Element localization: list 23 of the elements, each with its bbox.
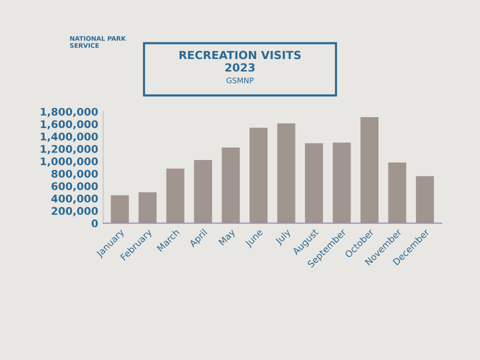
- bar: [110, 195, 129, 224]
- bar: [277, 123, 296, 224]
- y-tick-label: 1,800,000: [40, 108, 98, 118]
- bar: [360, 117, 378, 224]
- bar: [332, 142, 351, 224]
- y-tick-label: 400,000: [51, 194, 98, 204]
- bar: [194, 160, 212, 224]
- y-tick-label: 800,000: [52, 170, 98, 180]
- chart-title: RECREATION VISITS 2023: [180, 50, 301, 72]
- bar: [304, 143, 324, 224]
- bar: [222, 148, 240, 224]
- bar: [250, 128, 268, 224]
- bar: [416, 176, 434, 224]
- bar: [166, 168, 184, 224]
- y-tick-label: 1,400,000: [40, 132, 98, 142]
- y-tick-label: 1,200,000: [40, 145, 98, 154]
- y-tick-label: 600,000: [52, 182, 98, 192]
- bar: [138, 192, 157, 224]
- y-tick-label: 1,000,000: [40, 157, 98, 167]
- bar: [388, 162, 406, 224]
- y-tick-label: 200,000: [52, 207, 98, 216]
- y-tick-label: 1,600,000: [40, 120, 98, 130]
- y-tick-label: 0: [92, 219, 98, 228]
